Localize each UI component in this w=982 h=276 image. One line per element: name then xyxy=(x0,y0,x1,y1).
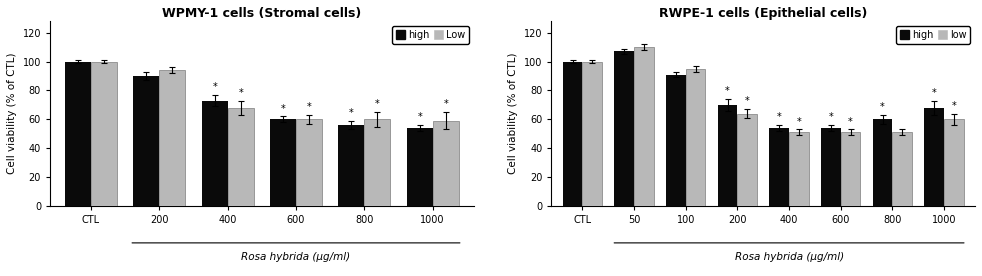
Text: *: * xyxy=(932,88,937,98)
Bar xyxy=(228,108,253,206)
Bar xyxy=(159,70,186,206)
Text: *: * xyxy=(745,96,749,106)
Legend: high, Low: high, Low xyxy=(392,26,468,44)
Bar xyxy=(924,108,944,206)
Text: Rosa hybrida (μg/ml): Rosa hybrida (μg/ml) xyxy=(242,252,351,262)
Text: *: * xyxy=(306,102,311,112)
Bar xyxy=(582,62,602,206)
Text: Rosa hybrida (μg/ml): Rosa hybrida (μg/ml) xyxy=(735,252,844,262)
Text: *: * xyxy=(777,112,782,122)
Y-axis label: Cell viability (% of CTL): Cell viability (% of CTL) xyxy=(7,53,17,174)
Bar xyxy=(685,69,705,206)
Bar xyxy=(134,76,159,206)
Text: *: * xyxy=(212,82,217,92)
Bar xyxy=(270,119,296,206)
Bar xyxy=(615,51,634,206)
Text: *: * xyxy=(281,104,286,113)
Text: *: * xyxy=(829,112,834,122)
Text: *: * xyxy=(349,108,354,118)
Text: *: * xyxy=(726,86,730,96)
Bar xyxy=(944,119,963,206)
Text: *: * xyxy=(239,88,243,98)
Bar xyxy=(563,62,582,206)
Bar xyxy=(770,128,790,206)
Text: *: * xyxy=(796,116,801,126)
Bar xyxy=(841,132,860,206)
Bar xyxy=(407,128,433,206)
Title: RWPE-1 cells (Epithelial cells): RWPE-1 cells (Epithelial cells) xyxy=(659,7,867,20)
Text: *: * xyxy=(375,99,380,109)
Text: *: * xyxy=(880,102,885,112)
Bar xyxy=(65,62,91,206)
Bar xyxy=(737,113,757,206)
Bar xyxy=(634,47,654,206)
Y-axis label: Cell viability (% of CTL): Cell viability (% of CTL) xyxy=(509,53,518,174)
Legend: high, low: high, low xyxy=(897,26,970,44)
Bar xyxy=(893,132,912,206)
Bar xyxy=(790,132,809,206)
Bar xyxy=(296,119,322,206)
Title: WPMY-1 cells (Stromal cells): WPMY-1 cells (Stromal cells) xyxy=(162,7,361,20)
Bar xyxy=(821,128,841,206)
Text: *: * xyxy=(443,99,448,109)
Bar xyxy=(666,75,685,206)
Text: *: * xyxy=(848,116,853,126)
Text: *: * xyxy=(417,112,422,122)
Bar xyxy=(873,119,893,206)
Bar xyxy=(91,62,117,206)
Bar xyxy=(364,119,390,206)
Bar xyxy=(433,121,459,206)
Text: *: * xyxy=(952,101,956,111)
Bar xyxy=(718,105,737,206)
Bar xyxy=(339,125,364,206)
Bar xyxy=(201,100,228,206)
